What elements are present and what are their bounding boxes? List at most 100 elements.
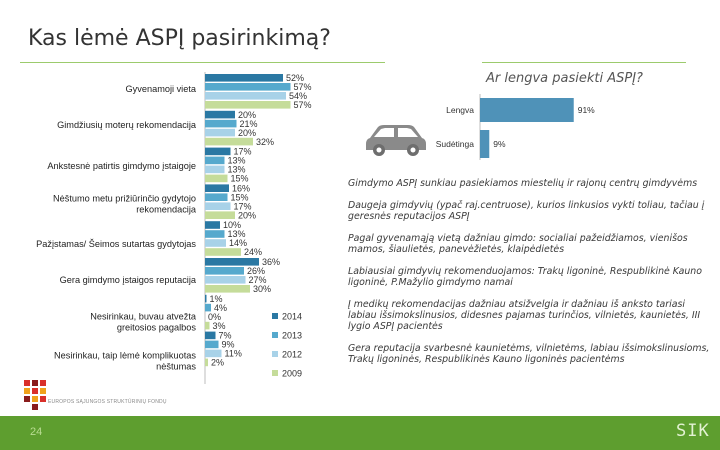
findings-list: Gimdymo ASPĮ sunkiau pasiekiamos miestel… [348,178,714,376]
data-label: 36% [262,257,280,267]
data-label: 16% [232,183,250,193]
bar [205,294,207,303]
bar [480,98,574,122]
bar [205,331,216,340]
data-label: 11% [225,349,242,359]
data-label: 57% [294,82,312,92]
category-label: Gera gimdymo įstaigos reputacija [60,275,197,285]
bar [205,258,259,266]
data-label: 20% [238,110,256,120]
data-label: 24% [244,247,262,257]
category-label: Nesirinkau, buvau atvežta [90,312,197,322]
finding-note: Pagal gyvenamąją vietą dažniau gimdo: so… [348,233,688,255]
bar [205,128,235,137]
bar [480,130,490,158]
category-label: Gimdžiusių moterų rekomendacija [57,120,197,130]
category-label: Sudėtinga [436,139,475,149]
bar [205,156,225,165]
bar [205,165,225,174]
category-label: Gyvenamoji vieta [126,84,197,94]
car-icon [366,125,426,156]
finding-note: Gera reputacija svarbesnė kaunietėms, vi… [348,343,710,365]
bar [205,174,228,183]
bar [205,276,246,284]
data-label: 15% [231,174,249,184]
bar [205,119,237,128]
finding-note: Labiausiai gimdyvių rekomenduojamos: Tra… [348,266,702,288]
bar [205,221,220,229]
finding-note: Gimdymo ASPĮ sunkiau pasiekiamos miestel… [348,178,698,189]
bar [205,202,231,210]
data-label: 15% [231,192,249,202]
bar [205,92,286,100]
footer-bar: 24 SIK [0,416,720,450]
legend-swatch [272,313,278,319]
data-label: 32% [256,137,274,147]
category-label: nėštumas [156,362,196,372]
category-label: Nėštumo metu prižiūrinčio gydytojo [53,194,196,204]
bar [205,349,222,358]
bar [205,248,241,256]
bar [205,239,226,247]
category-label: rekomendacija [136,205,197,215]
bar [205,110,235,119]
finding-note: Daugeja gimdyvių (ypač raj.centruose), k… [348,200,705,222]
bar [205,83,291,91]
bar [205,184,229,192]
bar [205,230,225,238]
data-label: 27% [249,275,267,285]
data-label: 7% [219,331,232,341]
data-label: 52% [286,73,304,83]
page-title: Kas lėmė ASPĮ pasirinkimą? [28,26,331,51]
data-label: 26% [247,266,265,276]
bar [205,358,208,367]
legend-label: 2013 [282,331,302,341]
legend-label: 2009 [282,369,302,379]
bar [205,211,235,219]
data-label: 54% [289,91,307,101]
data-label: 9% [493,139,506,149]
data-label: 14% [229,238,247,248]
category-label: Lengva [446,105,474,115]
side-title-divider [482,62,686,63]
bar [205,285,250,293]
title-divider [20,62,385,63]
legend-label: 2014 [282,312,302,322]
legend-swatch [272,332,278,338]
footer-logo: SIK [676,421,710,441]
data-label: 20% [238,210,256,220]
data-label: 13% [228,165,246,175]
data-label: 17% [234,147,252,157]
legend-swatch [272,370,278,376]
data-label: 4% [214,303,227,313]
category-label: greitosios pagalbos [117,323,197,333]
data-label: 3% [213,321,226,331]
legend-swatch [272,351,278,357]
accessibility-chart: Lengva 91% Sudėtinga 9% [436,94,595,160]
bar [205,101,291,109]
data-label: 91% [578,105,595,115]
bar [205,74,283,82]
legend-label: 2012 [282,350,302,360]
data-label: 57% [294,100,312,110]
data-label: 13% [228,156,246,166]
data-label: 9% [222,340,235,350]
side-chart-title: Ar lengva pasiekti ASPĮ? [486,71,643,86]
finding-note: Į medikų rekomendacijas dažniau atsižvel… [348,299,701,332]
data-label: 21% [240,119,258,129]
category-label: Ankstesnė patirtis gimdymo įstaigoje [47,161,196,171]
category-label: Nesirinkau, taip lėmė komplikuotas [54,351,196,361]
data-label: 30% [253,284,271,294]
category-label: Pažįstamas/ Šeimos sutartas gydytojas [36,239,196,249]
data-label: 0% [208,312,221,322]
eu-funds-logo [24,380,46,410]
data-label: 1% [210,294,223,304]
page-number: 24 [30,426,43,438]
data-label: 17% [234,201,252,211]
bar [205,321,210,330]
data-label: 2% [211,358,224,368]
bar [205,137,253,146]
data-label: 20% [238,128,256,138]
logo-caption: EUROPOS SĄJUNGOS STRUKTŪRINIŲ FONDŲ [48,399,167,405]
